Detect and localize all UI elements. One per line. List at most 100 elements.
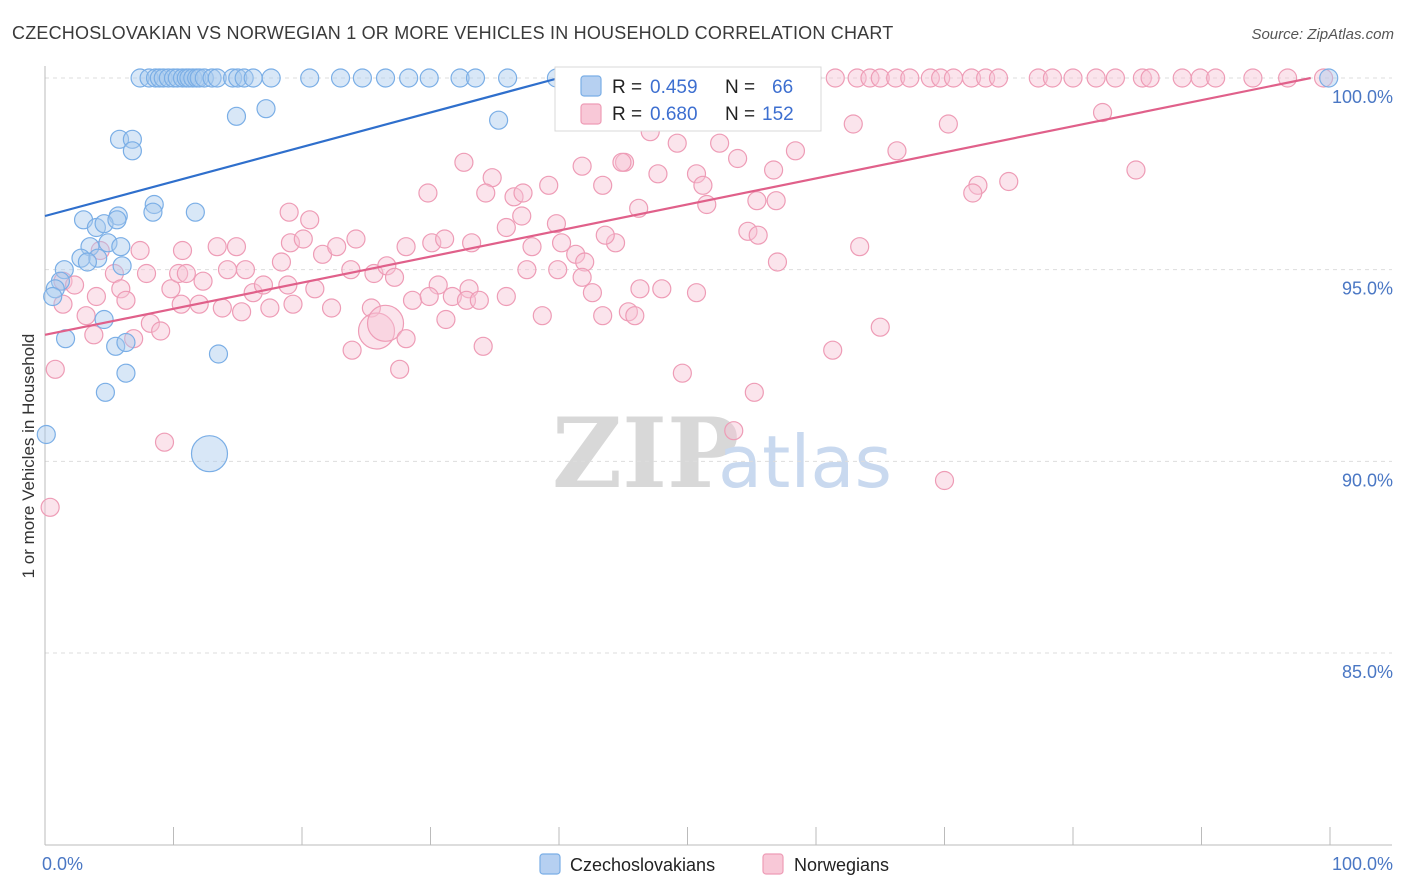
norw-point-9 [900,68,920,88]
norw-point-106 [217,260,238,280]
norw-point-162 [45,359,65,379]
czech-point-16 [207,68,227,88]
norw-point-105 [193,271,213,291]
norw-point-24 [1190,68,1210,88]
norw-point-59 [612,152,632,172]
norw-point-147 [84,325,104,345]
norw-point-4 [825,68,845,88]
czech-point-59 [94,309,114,330]
bottom-legend-label-norw: Norwegians [794,855,889,875]
legend-n-value-czech: 66 [772,77,793,98]
norw-point-19 [1086,68,1106,88]
watermark: ZIP atlas [552,397,892,510]
norw-point-43 [963,183,983,203]
norw-point-61 [300,210,320,230]
norw-point-155 [823,340,843,360]
norw-point-92 [605,233,626,253]
norw-point-124 [53,294,73,314]
legend-r-value-norw: 0.680 [650,104,698,125]
czech-point-61 [116,332,136,353]
norw-point-119 [548,260,568,280]
czech-point-66 [36,424,56,445]
norw-point-93 [652,279,672,299]
norw-point-134 [260,298,280,318]
norw-point-151 [366,304,405,342]
czech-point-63 [116,363,136,383]
norw-point-146 [870,317,890,337]
norw-point-78 [271,252,292,272]
norw-point-103 [169,263,189,284]
norw-point-38 [887,141,907,161]
czech-point-57 [43,286,63,307]
norw-point-95 [850,237,870,257]
norw-point-48 [572,156,592,176]
norw-trend-line [44,76,1311,336]
norw-point-156 [390,359,410,379]
norw-point-79 [280,233,301,253]
norw-point-72 [767,252,788,272]
chart-source: Source: ZipAtlas.com [1251,26,1394,43]
norw-point-63 [476,183,496,203]
norw-point-22 [1140,68,1160,88]
norw-point-101 [136,263,157,284]
legend-n-label-czech: N = [725,77,755,98]
norw-point-75 [207,237,227,257]
norw-point-100 [111,279,131,299]
y-tick-label-0: 100.0% [1332,87,1393,107]
czech-point-21 [261,68,281,88]
norw-point-26 [1243,68,1263,88]
czech-point-28 [450,68,470,88]
czech-point-40 [185,202,205,222]
norw-point-60 [279,202,299,222]
czech-point-24 [352,68,372,88]
norw-point-65 [496,217,516,238]
legend-r-value-czech: 0.459 [650,77,698,98]
norw-point-163 [40,497,60,517]
czech-point-46 [107,210,127,230]
norw-point-97 [64,275,85,295]
y-tick-label-1: 95.0% [1342,279,1393,299]
czech-point-52 [77,252,98,272]
norw-point-143 [593,306,613,326]
czech-point-23 [330,68,351,88]
norw-point-47 [539,175,559,195]
grid-lines [45,77,1392,654]
czech-point-27 [419,68,439,88]
x-tick-label-left: 0.0% [42,854,83,874]
watermark-zip: ZIP [552,397,739,510]
czech-point-54 [112,256,132,276]
norw-point-86 [422,233,442,253]
norw-point-33 [938,114,958,134]
legend-box: R = 0.459 N = 66 R = 0.680 N = 152 [554,66,822,132]
norw-point-44 [454,152,474,172]
norw-point-18 [1063,68,1083,88]
norw-point-35 [667,133,687,153]
watermark-atlas: atlas [718,420,892,504]
norw-point-53 [693,175,713,195]
czech-point-60 [106,336,126,356]
czech-point-64 [95,382,115,402]
norw-point-139 [419,286,439,307]
czech-point-18 [228,68,248,88]
czech-point-4 [153,68,173,88]
norw-point-49 [593,175,613,195]
czech-point-1 [139,68,159,88]
norw-point-161 [934,470,955,491]
norw-point-73 [130,240,150,261]
legend-n-value-norw: 152 [762,104,794,125]
norw-point-85 [396,237,416,257]
norw-point-98 [90,240,110,261]
czech-point-56 [45,279,65,299]
norw-point-77 [235,260,256,280]
norw-point-158 [744,382,764,402]
norw-point-142 [532,306,552,326]
axes [44,66,1392,846]
norw-point-32 [843,114,863,134]
norw-point-52 [686,164,707,184]
norw-point-55 [763,160,784,180]
norw-point-71 [748,225,768,245]
y-axis-label: 1 or more Vehicles in Household [19,334,38,579]
norw-point-157 [672,363,692,383]
norw-point-117 [496,286,516,307]
norw-point-129 [151,321,171,341]
